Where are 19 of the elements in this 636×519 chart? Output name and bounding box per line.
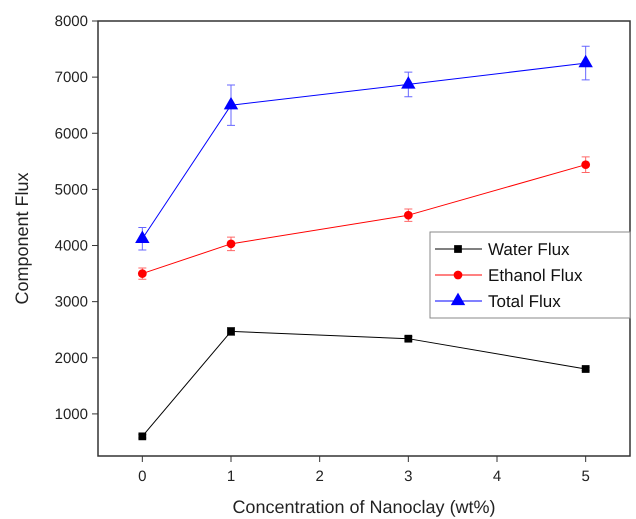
- y-tick-label: 1000: [54, 406, 88, 423]
- x-tick-label: 0: [138, 468, 147, 485]
- x-axis-title: Concentration of Nanoclay (wt%): [232, 497, 496, 517]
- x-tick-label: 4: [492, 468, 502, 485]
- legend-label: Total Flux: [488, 292, 562, 311]
- y-tick-label: 6000: [54, 125, 88, 142]
- y-axis-title: Component Flux: [12, 172, 32, 305]
- x-tick-label: 3: [404, 468, 413, 485]
- legend-label: Ethanol Flux: [488, 266, 583, 285]
- y-tick-label: 7000: [54, 69, 88, 86]
- y-tick-label: 8000: [54, 13, 88, 30]
- x-tick-label: 1: [226, 468, 236, 485]
- y-tick-label: 2000: [54, 350, 88, 367]
- legend-label: Water Flux: [488, 240, 570, 259]
- x-tick-label: 5: [581, 468, 590, 485]
- y-tick-label: 3000: [54, 294, 88, 311]
- y-tick-label: 4000: [54, 238, 88, 255]
- x-tick-label: 2: [315, 468, 324, 485]
- y-tick-label: 5000: [54, 181, 88, 198]
